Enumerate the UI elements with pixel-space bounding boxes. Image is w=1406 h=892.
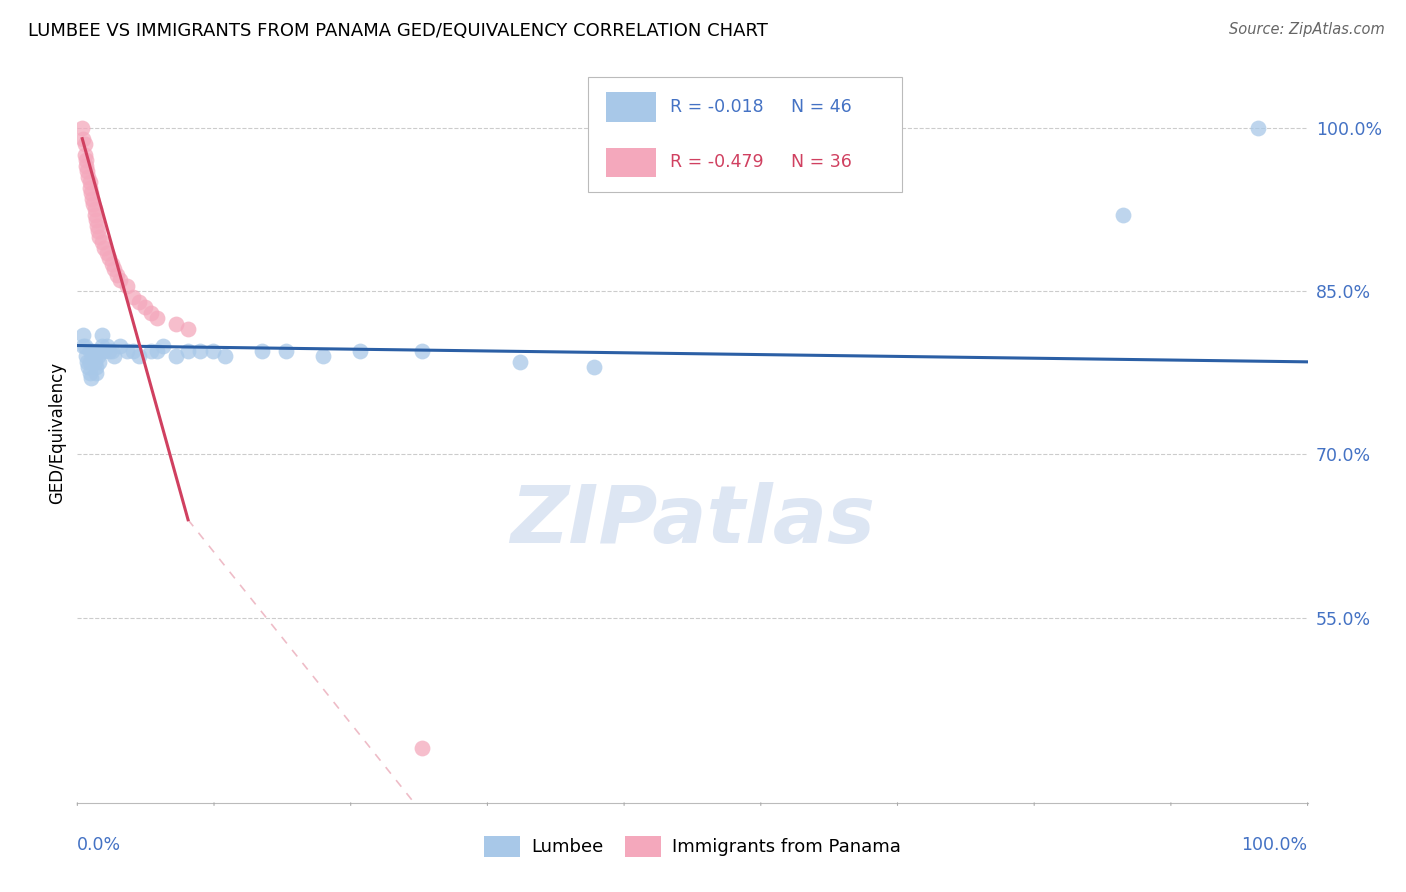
Point: [80, 186, 103, 200]
Point: [87, 350, 110, 364]
Point: [128, 295, 150, 310]
Bar: [606, 92, 655, 121]
Point: [83, 208, 105, 222]
Point: [87, 224, 110, 238]
Point: [77, 169, 100, 184]
Point: [276, 343, 298, 358]
Point: [86, 219, 108, 233]
Point: [128, 350, 150, 364]
Point: [93, 343, 115, 358]
Text: R = -0.018: R = -0.018: [671, 98, 763, 116]
Point: [165, 317, 187, 331]
Point: [73, 137, 96, 152]
Text: R = -0.479: R = -0.479: [671, 153, 763, 171]
Point: [82, 192, 104, 206]
Point: [101, 257, 124, 271]
Point: [89, 355, 111, 369]
Point: [72, 327, 94, 342]
Point: [70, 120, 93, 135]
Text: 100.0%: 100.0%: [1241, 836, 1308, 855]
Point: [121, 343, 143, 358]
Point: [110, 273, 132, 287]
Y-axis label: GED/Equivalency: GED/Equivalency: [48, 361, 66, 504]
Point: [93, 241, 115, 255]
Point: [75, 153, 97, 168]
Point: [177, 322, 200, 336]
Text: N = 46: N = 46: [792, 98, 852, 116]
Point: [165, 350, 187, 364]
Point: [80, 371, 103, 385]
Point: [75, 350, 97, 364]
Point: [411, 741, 433, 756]
Text: Source: ZipAtlas.com: Source: ZipAtlas.com: [1229, 22, 1385, 37]
Point: [72, 131, 94, 145]
Point: [105, 268, 128, 282]
Point: [152, 338, 174, 352]
Point: [101, 343, 124, 358]
Point: [82, 350, 104, 364]
Point: [115, 278, 138, 293]
Point: [96, 246, 118, 260]
Point: [98, 343, 121, 358]
FancyBboxPatch shape: [588, 78, 901, 192]
Point: [84, 360, 107, 375]
Point: [103, 262, 125, 277]
Legend: Lumbee, Immigrants from Panama: Lumbee, Immigrants from Panama: [477, 829, 908, 864]
Point: [188, 343, 212, 358]
Text: LUMBEE VS IMMIGRANTS FROM PANAMA GED/EQUIVALENCY CORRELATION CHART: LUMBEE VS IMMIGRANTS FROM PANAMA GED/EQU…: [28, 22, 768, 40]
Point: [250, 343, 273, 358]
Point: [103, 350, 125, 364]
Point: [84, 366, 107, 380]
Point: [79, 175, 101, 189]
Point: [79, 180, 101, 194]
Point: [72, 338, 94, 352]
Point: [90, 338, 114, 352]
Point: [79, 343, 101, 358]
Point: [141, 343, 163, 358]
Point: [77, 360, 100, 375]
Point: [312, 350, 335, 364]
Point: [84, 213, 107, 227]
Point: [75, 159, 97, 173]
Point: [76, 164, 98, 178]
Point: [90, 235, 114, 249]
Point: [98, 252, 121, 266]
Point: [79, 355, 101, 369]
Point: [177, 343, 200, 358]
Point: [115, 343, 138, 358]
Point: [1247, 120, 1270, 135]
Point: [90, 327, 114, 342]
Point: [583, 360, 606, 375]
Point: [73, 338, 96, 352]
Bar: [606, 147, 655, 178]
Point: [76, 355, 98, 369]
Point: [411, 343, 433, 358]
Point: [83, 355, 105, 369]
Text: 0.0%: 0.0%: [77, 836, 121, 855]
Point: [96, 338, 118, 352]
Point: [141, 306, 163, 320]
Point: [73, 148, 96, 162]
Text: N = 36: N = 36: [792, 153, 852, 171]
Point: [82, 343, 104, 358]
Point: [83, 202, 105, 217]
Point: [349, 343, 371, 358]
Point: [86, 343, 108, 358]
Point: [1112, 208, 1135, 222]
Point: [82, 197, 104, 211]
Point: [89, 229, 111, 244]
Point: [79, 366, 101, 380]
Text: ZIPatlas: ZIPatlas: [510, 483, 875, 560]
Point: [110, 338, 132, 352]
Point: [509, 355, 531, 369]
Point: [134, 301, 156, 315]
Point: [146, 343, 169, 358]
Point: [214, 350, 236, 364]
Point: [146, 311, 169, 326]
Point: [201, 343, 224, 358]
Point: [121, 289, 143, 303]
